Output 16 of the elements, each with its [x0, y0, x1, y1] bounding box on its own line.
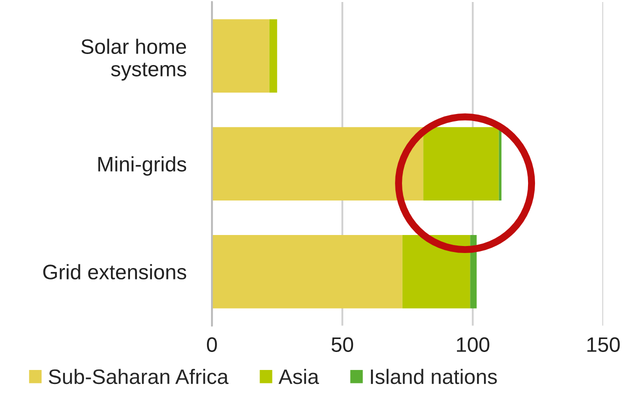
legend-label: Asia	[278, 368, 320, 384]
bar	[212, 235, 402, 308]
x-tick-label: 50	[332, 337, 354, 352]
legend-label: Sub-Saharan Africa	[48, 368, 229, 384]
bar	[269, 19, 278, 93]
y-tick-label: Solar home systems	[81, 38, 186, 81]
y-tick-label: Grid extensions	[43, 264, 186, 280]
legend-label: Island nations	[370, 368, 497, 384]
x-tick-label: 0	[206, 337, 217, 352]
x-tick-label: 150	[587, 337, 620, 352]
x-tick-label: 100	[456, 337, 490, 352]
y-tick-label: Mini-grids	[98, 156, 186, 176]
bar	[402, 235, 470, 308]
bar	[423, 127, 499, 200]
bar	[470, 235, 477, 308]
bar	[212, 19, 270, 93]
